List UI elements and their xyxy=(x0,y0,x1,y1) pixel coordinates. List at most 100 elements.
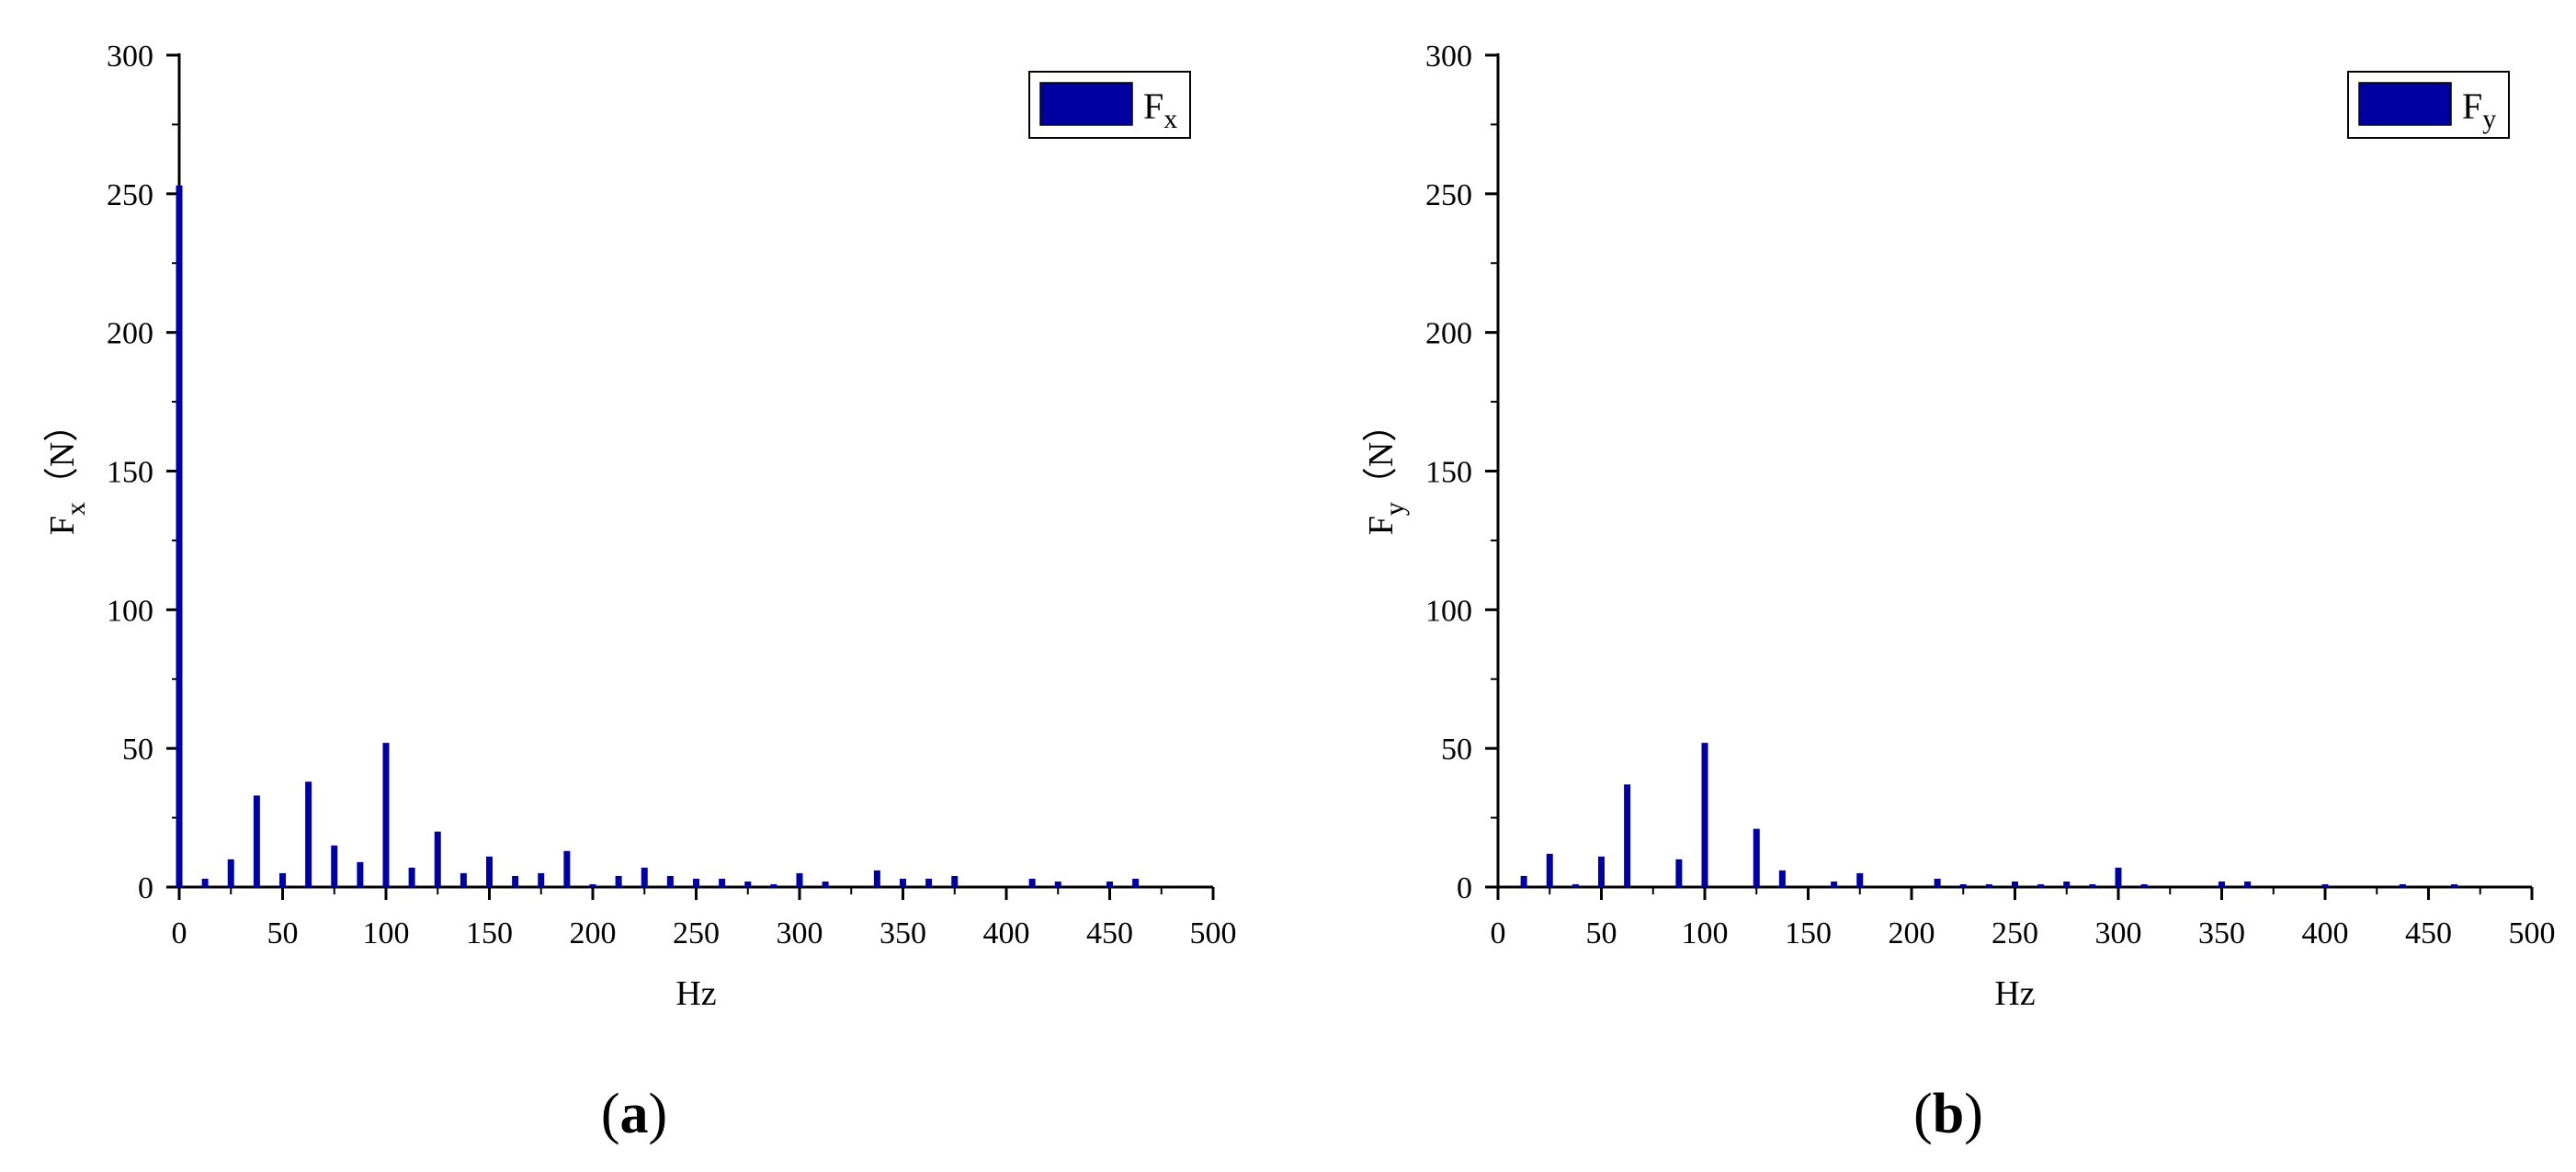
x-tick-label: 150 xyxy=(466,916,513,950)
x-tick-label: 500 xyxy=(1190,916,1237,950)
bar xyxy=(1572,883,1579,887)
bar xyxy=(693,878,699,887)
bar xyxy=(1701,743,1708,887)
x-tick-label: 300 xyxy=(2095,916,2142,950)
bar xyxy=(2244,881,2252,887)
bar xyxy=(796,872,803,887)
bar xyxy=(744,881,752,887)
legend-swatch xyxy=(1039,82,1133,126)
x-tick-label: 100 xyxy=(363,916,410,950)
bar xyxy=(1753,828,1760,887)
x-tick-label: 150 xyxy=(1785,916,1832,950)
x-tick-label: 400 xyxy=(983,916,1030,950)
bar xyxy=(2219,881,2225,887)
bar xyxy=(201,878,209,887)
legend-label-subscript: y xyxy=(2482,104,2496,134)
y-axis-title-unit: （N） xyxy=(1362,407,1401,502)
panel-label-open: ( xyxy=(1913,1083,1933,1145)
panel-label-letter: a xyxy=(620,1083,649,1145)
bar xyxy=(486,856,493,887)
chart-panel-b: 0 50 100 150 200 250 300 0 50 100 150 200 250 300 350 4… xyxy=(1362,40,2556,1145)
bar xyxy=(951,875,959,887)
bar xyxy=(873,870,880,887)
y-tick-label: 150 xyxy=(1425,456,1472,490)
bar xyxy=(2115,867,2122,887)
bar xyxy=(253,795,260,887)
bar xyxy=(1054,881,1061,887)
bar xyxy=(1959,883,1967,887)
panel-label-open: ( xyxy=(601,1083,620,1145)
bar xyxy=(1028,878,1036,887)
bar xyxy=(563,850,571,887)
x-tick-label: 500 xyxy=(2509,916,2556,950)
x-tick-label: 400 xyxy=(2302,916,2349,950)
chart-panel-a: 0 50 100 150 200 250 300 0 50 100 150 200 250 300 350 4… xyxy=(43,40,1237,1145)
bar xyxy=(1546,853,1553,887)
bar xyxy=(538,872,545,887)
x-tick-label: 50 xyxy=(1586,916,1617,950)
x-axis-title: Hz xyxy=(675,974,716,1013)
y-axis-title-subscript: y xyxy=(1379,502,1410,516)
bar xyxy=(1934,878,1941,887)
panel-label: (b) xyxy=(1913,1083,1983,1145)
bar xyxy=(279,872,286,887)
bar xyxy=(2037,883,2045,887)
bar xyxy=(408,867,415,887)
y-tick-label: 250 xyxy=(1425,178,1472,212)
panel-label: (a) xyxy=(601,1083,667,1145)
panel-label-close: ) xyxy=(649,1083,668,1145)
bar xyxy=(460,872,467,887)
x-tick-label: 50 xyxy=(267,916,299,950)
bar xyxy=(2451,883,2458,887)
bar xyxy=(666,875,674,887)
y-tick-label: 0 xyxy=(138,871,153,905)
bar xyxy=(2321,883,2329,887)
bar xyxy=(719,878,726,887)
bar xyxy=(227,859,234,887)
y-tick-label: 200 xyxy=(107,317,153,351)
bar xyxy=(925,878,933,887)
bar xyxy=(176,185,183,888)
y-tick-label: 50 xyxy=(1441,733,1472,767)
y-axis-title: Fx（N） xyxy=(43,407,91,536)
x-tick-label: 350 xyxy=(2198,916,2245,950)
x-tick-label: 450 xyxy=(1086,916,1133,950)
bar xyxy=(1598,856,1605,887)
y-axis-title-symbol: F xyxy=(43,516,82,535)
y-axis-title-symbol: F xyxy=(1362,516,1401,535)
bar xyxy=(331,845,338,887)
bar xyxy=(1675,859,1683,887)
bar xyxy=(305,781,312,887)
bar xyxy=(1856,872,1864,887)
x-tick-label: 0 xyxy=(172,916,187,950)
y-tick-label: 100 xyxy=(107,594,153,628)
y-axis-title: Fy（N） xyxy=(1362,407,1410,536)
y-axis-title-unit: （N） xyxy=(43,407,82,502)
x-tick-label: 100 xyxy=(1682,916,1729,950)
bar xyxy=(512,875,519,887)
bar xyxy=(2399,883,2406,887)
y-tick-label: 0 xyxy=(1457,871,1472,905)
bar xyxy=(1132,878,1140,887)
y-tick-label: 300 xyxy=(1425,40,1472,74)
bar xyxy=(2012,881,2018,887)
y-tick-label: 250 xyxy=(107,178,153,212)
y-axis-title-subscript: x xyxy=(61,502,91,516)
bar xyxy=(1985,883,1992,887)
panel-label-close: ) xyxy=(1964,1083,1983,1145)
legend-label: Fx xyxy=(1143,85,1177,134)
x-tick-label: 200 xyxy=(570,916,617,950)
panel-label-letter: b xyxy=(1933,1083,1964,1145)
bar xyxy=(434,831,441,887)
x-axis-title: Hz xyxy=(1994,974,2035,1013)
bar xyxy=(1831,881,1838,887)
bar xyxy=(770,883,777,887)
x-tick-label: 300 xyxy=(777,916,823,950)
bar xyxy=(2140,883,2148,887)
bar xyxy=(1778,870,1786,887)
x-tick-label: 450 xyxy=(2405,916,2452,950)
x-tick-label: 250 xyxy=(1992,916,2038,950)
bar xyxy=(357,861,364,887)
y-tick-label: 300 xyxy=(107,40,153,74)
